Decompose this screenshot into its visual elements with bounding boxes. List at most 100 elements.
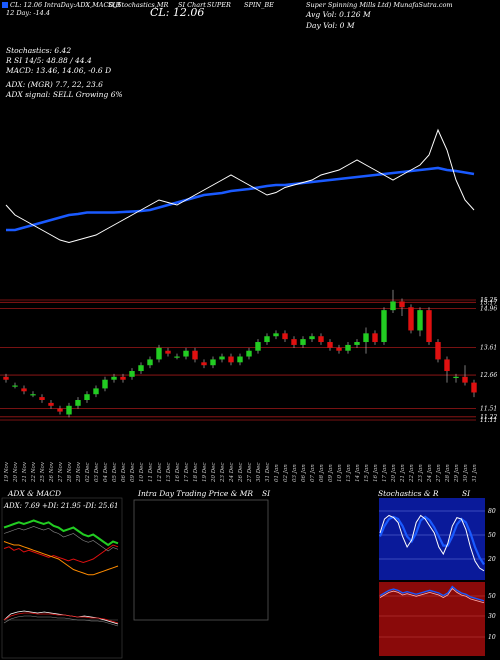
candle-body [120,376,126,380]
date-tick-label: 16 Jan [373,464,379,482]
date-tick-label: 13 Dec [166,463,172,483]
candle-body [426,310,432,343]
date-tick-label: 20 Jan [391,464,397,483]
intraday-panel-frame [133,499,269,621]
candle-body [30,394,36,396]
date-tick-label: 02 Dec [85,463,91,483]
candle-body [57,408,63,412]
candle-body [201,362,207,366]
candle-body [165,350,171,354]
candle-body [399,301,405,308]
candle-body [273,333,279,337]
moving-average-line [6,166,475,232]
date-tick-label: 27 Nov [58,461,64,483]
price-level-label: 15.17 [480,299,497,306]
candle-body [129,371,135,377]
date-tick-label: 24 Dec [229,463,235,484]
candle-body [453,376,459,379]
date-tick-label: 22 Jan [409,464,415,483]
candle-body [102,379,108,389]
date-tick-label: 28 Nov [67,461,73,483]
candle-body [147,359,153,366]
date-tick-label: 13 Jan [346,464,352,482]
date-tick-label: 19 Nov [4,461,10,482]
rsi-readout: R SI 14/5: 48.88 / 44.4 [6,56,92,65]
date-tick-label: 29 Jan [454,464,460,483]
date-tick-label: 26 Nov [49,461,55,483]
adx-readout: ADX: (MGR) 7.7, 22, 23.6 [6,80,103,89]
day-volume: Day Vol: 0 M [306,21,355,30]
candle-body [309,336,315,340]
date-tick-label: 31 Jan [472,464,478,482]
candle-body [156,347,162,360]
candle-body [111,376,117,380]
candle-body [444,359,450,372]
candle-body [246,350,252,357]
candle-body [75,400,81,406]
macd-signal-line [3,612,119,624]
candle-body [138,365,144,372]
close-price-big: CL: 12.06 [150,6,205,19]
price-level-label: 11.11 [480,417,497,424]
plus-di-line [3,519,119,547]
date-tick-label: 06 Dec [121,463,127,483]
date-tick-label: 24 Jan [427,464,433,483]
date-tick-label: 01 Jan [274,464,280,482]
macd-hist-line [3,615,119,627]
candle-body [462,376,468,383]
rsi-axis-label: 50 [488,593,496,600]
header-line1-mid: SI,Stochastics,MR [108,1,169,9]
date-tick-label: 14 Jan [355,464,361,482]
date-tick-label: 08 Jan [319,464,325,482]
header-line1-mid3: SUPER [207,1,231,9]
header-legend-box [2,2,8,8]
candle-body [282,333,288,340]
candle-body [417,310,423,331]
candle-body [372,333,378,343]
header-line1-mid4: SPIN_BE [244,1,274,9]
date-tick-label: 22 Nov [31,461,37,483]
candle-body [354,342,360,345]
date-tick-label: 26 Dec [238,463,244,484]
stoch-panel-title: Stochastics & R [378,489,439,498]
date-tick-label: 20 Dec [211,463,217,484]
date-tick-label: 05 Dec [112,463,118,483]
di-shadow-line [3,526,119,552]
date-tick-label: 20 Nov [13,461,19,483]
date-tick-label: 03 Jan [292,464,298,482]
intraday-panel-title2: SI [262,489,271,498]
date-tick-label: 28 Jan [445,464,451,483]
candle-body [21,388,27,392]
date-tick-label: 25 Nov [40,461,46,483]
adx-panel-title: ADX & MACD [8,489,62,498]
candle-body [300,339,306,345]
candle-body [435,342,441,360]
date-tick-label: 10 Dec [139,463,145,483]
date-tick-label: 16 Dec [175,463,181,483]
stoch-panel-bg [379,498,485,580]
candle-body [390,301,396,311]
candle-body [66,405,72,415]
candle-body [174,356,180,358]
date-tick-label: 21 Jan [400,464,406,483]
adx-signal: ADX signal: SELL Growing 6% [6,90,123,99]
stoch-axis-label: 20 [487,556,496,563]
candle-body [255,342,261,351]
date-tick-label: 04 Dec [103,463,109,483]
price-level-label: 14.96 [480,305,497,312]
date-tick-label: 09 Jan [328,464,334,482]
header-line1-right: Super Spinning Mills Ltd) MunafaSutra.co… [306,1,453,9]
date-tick-label: 27 Jan [436,464,442,483]
avg-volume: Avg Vol: 0.126 M [306,10,371,19]
candle-body [228,356,234,363]
date-tick-label: 23 Dec [220,463,226,484]
candle-body [12,385,18,387]
date-tick-label: 02 Jan [283,464,289,482]
date-tick-label: 10 Jan [337,464,343,482]
stoch-d-line [378,515,485,566]
date-tick-label: 27 Dec [247,463,253,484]
date-tick-label: 17 Dec [184,463,190,483]
candle-body [291,339,297,345]
candle-body [39,397,45,400]
date-tick-label: 15 Jan [364,464,370,482]
